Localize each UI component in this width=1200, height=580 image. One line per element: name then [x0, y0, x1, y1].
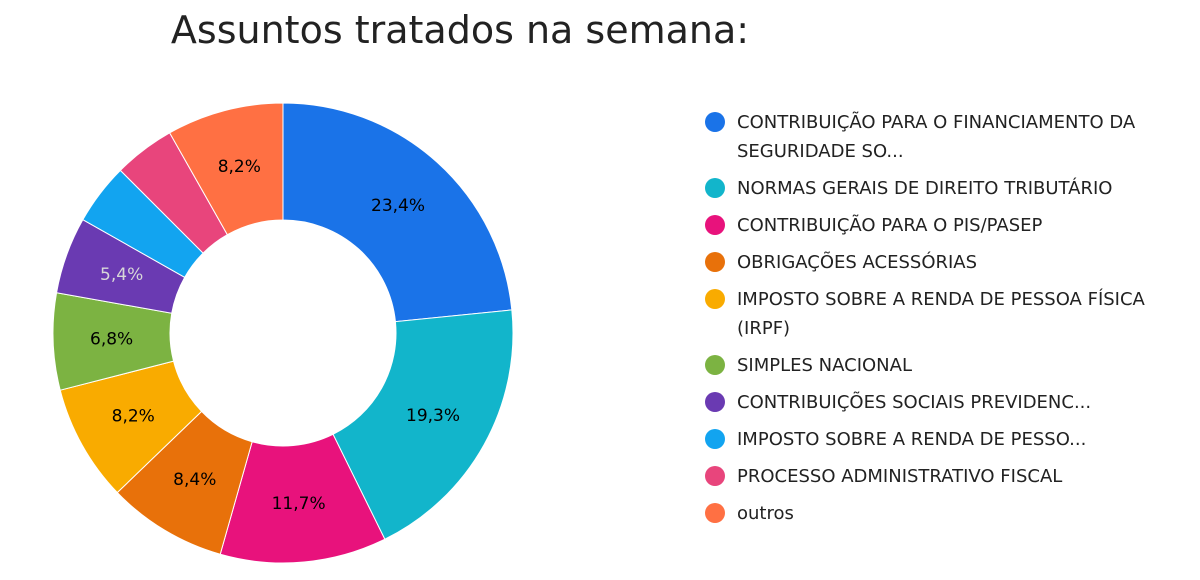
- legend-label: NORMAS GERAIS DE DIREITO TRIBUTÁRIO: [737, 178, 1113, 199]
- legend-swatch: [705, 392, 725, 412]
- donut-slice-0[interactable]: [282, 102, 513, 323]
- donut-slice-1[interactable]: [332, 309, 514, 540]
- legend-item[interactable]: NORMAS GERAIS DE DIREITO TRIBUTÁRIO: [705, 174, 1185, 203]
- donut-slice-9[interactable]: [168, 102, 284, 236]
- slice-value-label: 11,7%: [272, 494, 326, 514]
- legend-item[interactable]: CONTRIBUIÇÃO PARA O FINANCIAMENTO DA SEG…: [705, 108, 1185, 166]
- legend-item[interactable]: OBRIGAÇÕES ACESSÓRIAS: [705, 248, 1185, 277]
- legend-item[interactable]: PROCESSO ADMINISTRATIVO FISCAL: [705, 462, 1185, 491]
- legend-label: IMPOSTO SOBRE A RENDA DE PESSO...: [737, 429, 1087, 450]
- slice-value-label: 23,4%: [371, 196, 425, 216]
- legend-swatch: [705, 289, 725, 309]
- slice-value-label: 8,2%: [218, 157, 261, 177]
- legend-item[interactable]: IMPOSTO SOBRE A RENDA DE PESSOA FÍSICA (…: [705, 285, 1185, 343]
- legend-swatch: [705, 429, 725, 449]
- slice-value-label: 8,2%: [112, 407, 155, 427]
- legend-swatch: [705, 215, 725, 235]
- legend-swatch: [705, 252, 725, 272]
- legend-swatch: [705, 466, 725, 486]
- legend-item[interactable]: CONTRIBUIÇÃO PARA O PIS/PASEP: [705, 211, 1185, 240]
- legend-label: IMPOSTO SOBRE A RENDA DE PESSOA FÍSICA (…: [737, 289, 1145, 339]
- legend-item[interactable]: IMPOSTO SOBRE A RENDA DE PESSO...: [705, 425, 1185, 454]
- legend-label: CONTRIBUIÇÃO PARA O PIS/PASEP: [737, 215, 1043, 236]
- legend-label: OBRIGAÇÕES ACESSÓRIAS: [737, 252, 978, 273]
- chart-title: Assuntos tratados na semana:: [170, 8, 750, 52]
- legend-label: SIMPLES NACIONAL: [737, 355, 912, 376]
- legend-swatch: [705, 503, 725, 523]
- slice-value-label: 5,4%: [100, 265, 143, 285]
- legend-item[interactable]: outros: [705, 499, 1185, 528]
- legend-label: PROCESSO ADMINISTRATIVO FISCAL: [737, 466, 1063, 487]
- legend: CONTRIBUIÇÃO PARA O FINANCIAMENTO DA SEG…: [705, 108, 1185, 536]
- donut-chart: 23,4% 19,3% 11,7% 8,4% 8,2% 6,8% 5,4% 8,2%: [52, 102, 514, 564]
- legend-swatch: [705, 112, 725, 132]
- legend-swatch: [705, 355, 725, 375]
- slice-value-label: 19,3%: [406, 406, 460, 426]
- legend-swatch: [705, 178, 725, 198]
- legend-label: CONTRIBUIÇÃO PARA O FINANCIAMENTO DA SEG…: [737, 112, 1136, 162]
- slice-label-group: 23,4% 19,3% 11,7% 8,4% 8,2% 6,8% 5,4% 8,2%: [90, 157, 460, 514]
- legend-item[interactable]: SIMPLES NACIONAL: [705, 351, 1185, 380]
- legend-label: CONTRIBUIÇÕES SOCIAIS PREVIDENC...: [737, 392, 1092, 413]
- legend-item[interactable]: CONTRIBUIÇÕES SOCIAIS PREVIDENC...: [705, 388, 1185, 417]
- slice-value-label: 6,8%: [90, 329, 133, 349]
- legend-label: outros: [737, 503, 794, 524]
- slice-group: [52, 102, 514, 564]
- slice-value-label: 8,4%: [173, 470, 216, 490]
